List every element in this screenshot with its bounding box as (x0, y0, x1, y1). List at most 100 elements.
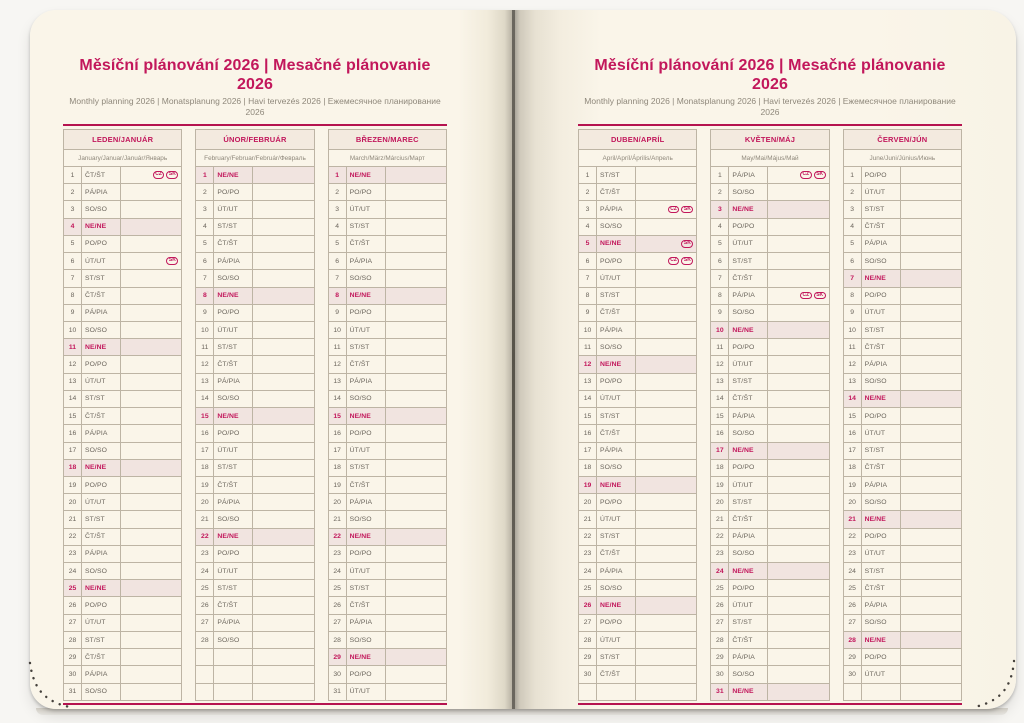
notes-cell (386, 649, 446, 665)
month-languages-subheader: June/Juni/Június/Июнь (843, 150, 961, 167)
day-number: 26 (844, 597, 862, 614)
day-row: 19 PÁ/PIA (843, 476, 961, 495)
notes-cell (636, 615, 696, 631)
notes-cell (768, 597, 828, 613)
notes-cell (768, 666, 828, 682)
notes-cell (386, 391, 446, 407)
day-row: 7 ST/ST (64, 270, 182, 288)
notes-cell (253, 288, 313, 304)
notes-cell (636, 425, 696, 441)
day-number: 27 (711, 614, 730, 631)
day-row: 17 ÚT/UT (328, 442, 446, 460)
day-number: 25 (329, 580, 347, 597)
day-number: 28 (64, 631, 82, 649)
notes-cell (386, 374, 446, 390)
day-row: 30 PO/PO (328, 666, 446, 684)
day-abbreviation: ST/ST (597, 528, 636, 545)
notes-cell (253, 374, 313, 390)
notes-cell (121, 580, 181, 596)
notes-cell (636, 184, 696, 200)
day-number: 26 (329, 597, 347, 614)
day-abbreviation: SO/SO (347, 390, 386, 408)
day-row: 11 NE/NE (64, 339, 182, 357)
day-number: 12 (711, 356, 730, 373)
day-abbreviation: PÁ/PIA (82, 304, 121, 321)
notes-cell (253, 597, 313, 613)
day-abbreviation: SO/SO (214, 390, 254, 408)
day-abbreviation: ČT/ŠT (729, 631, 769, 649)
notes-cell (253, 339, 313, 355)
day-abbreviation: NE/NE (82, 218, 121, 235)
day-number: 31 (64, 683, 82, 700)
notes-cell (386, 597, 446, 613)
notes-cell (636, 563, 696, 579)
day-row: 24 SO/SO (64, 563, 182, 581)
day-row: 30 ÚT/UT (843, 666, 961, 684)
notes-cell (768, 460, 828, 476)
day-abbreviation: ÚT/UT (214, 201, 254, 218)
notes-cell (636, 477, 696, 493)
day-number: 7 (711, 270, 730, 287)
notes-cell (386, 219, 446, 235)
day-abbreviation: NE/NE (862, 511, 901, 528)
day-abbreviation: PÁ/PIA (729, 649, 769, 666)
notes-cell (386, 615, 446, 631)
notes-cell (253, 270, 313, 286)
day-number: 19 (64, 476, 82, 494)
day-row: 3 PÁ/PIA CZ SK (579, 201, 697, 219)
notes-cell (901, 632, 961, 648)
day-row: 14 ST/ST (64, 390, 182, 409)
day-number: 23 (329, 545, 347, 563)
day-number: 9 (579, 304, 597, 321)
blank-day-row (844, 683, 961, 700)
notes-cell (121, 494, 181, 510)
day-abbreviation: ÚT/UT (862, 545, 901, 563)
day-row: 30 ČT/ŠT (579, 666, 697, 684)
day-abbreviation: ÚT/UT (347, 563, 386, 580)
day-number: 11 (844, 339, 862, 356)
day-abbreviation: SO/SO (597, 580, 636, 597)
notes-cell (636, 219, 696, 235)
day-abbreviation (214, 666, 254, 683)
day-number: 23 (844, 545, 862, 563)
day-number: 21 (844, 511, 862, 528)
day-row: 21 SO/SO (328, 511, 446, 529)
bottom-divider-rule (63, 703, 447, 705)
notes-cell (121, 460, 181, 476)
month-languages-subheader: March/März/Március/Март (328, 150, 446, 167)
day-row: 12 ÚT/UT (711, 356, 829, 374)
day-row: 15 NE/NE (328, 408, 446, 426)
day-row: 20 PO/PO (579, 494, 697, 512)
day-number: 18 (711, 459, 730, 476)
notes-cell (901, 201, 961, 217)
day-row: 9 PÁ/PIA (64, 304, 182, 322)
day-row: 8 ČT/ŠT (64, 287, 182, 305)
day-number: 2 (64, 184, 82, 201)
day-abbreviation: ST/ST (597, 167, 636, 184)
top-divider-rule (63, 124, 447, 126)
day-abbreviation: SO/SO (82, 563, 121, 580)
notes-cell (901, 391, 961, 407)
holiday-badge-sk: SK (813, 291, 826, 300)
notes-cell (768, 236, 828, 252)
day-row: 22 NE/NE (196, 528, 314, 546)
day-number: 18 (196, 459, 215, 476)
day-abbreviation: PÁ/PIA (82, 666, 121, 683)
notes-cell (901, 580, 961, 596)
notes-cell (253, 322, 313, 338)
day-row: 16 PO/PO (328, 425, 446, 443)
day-abbreviation: ÚT/UT (597, 511, 636, 528)
day-abbreviation: NE/NE (347, 408, 386, 425)
day-row: 12 PÁ/PIA (843, 356, 961, 374)
day-abbreviation: PO/PO (862, 287, 901, 304)
day-abbreviation: ČT/ŠT (862, 459, 901, 476)
holiday-badge-sk: SK (681, 240, 694, 248)
day-row: 22 ST/ST (579, 528, 697, 546)
notes-cell (901, 666, 961, 682)
day-number: 3 (844, 201, 862, 218)
day-row: 5 ÚT/UT (711, 235, 829, 254)
day-abbreviation: PO/PO (82, 235, 121, 253)
day-row: 2 ČT/ŠT (579, 184, 697, 202)
day-number: 2 (329, 184, 347, 201)
day-abbreviation: PÁ/PIA (597, 201, 636, 218)
